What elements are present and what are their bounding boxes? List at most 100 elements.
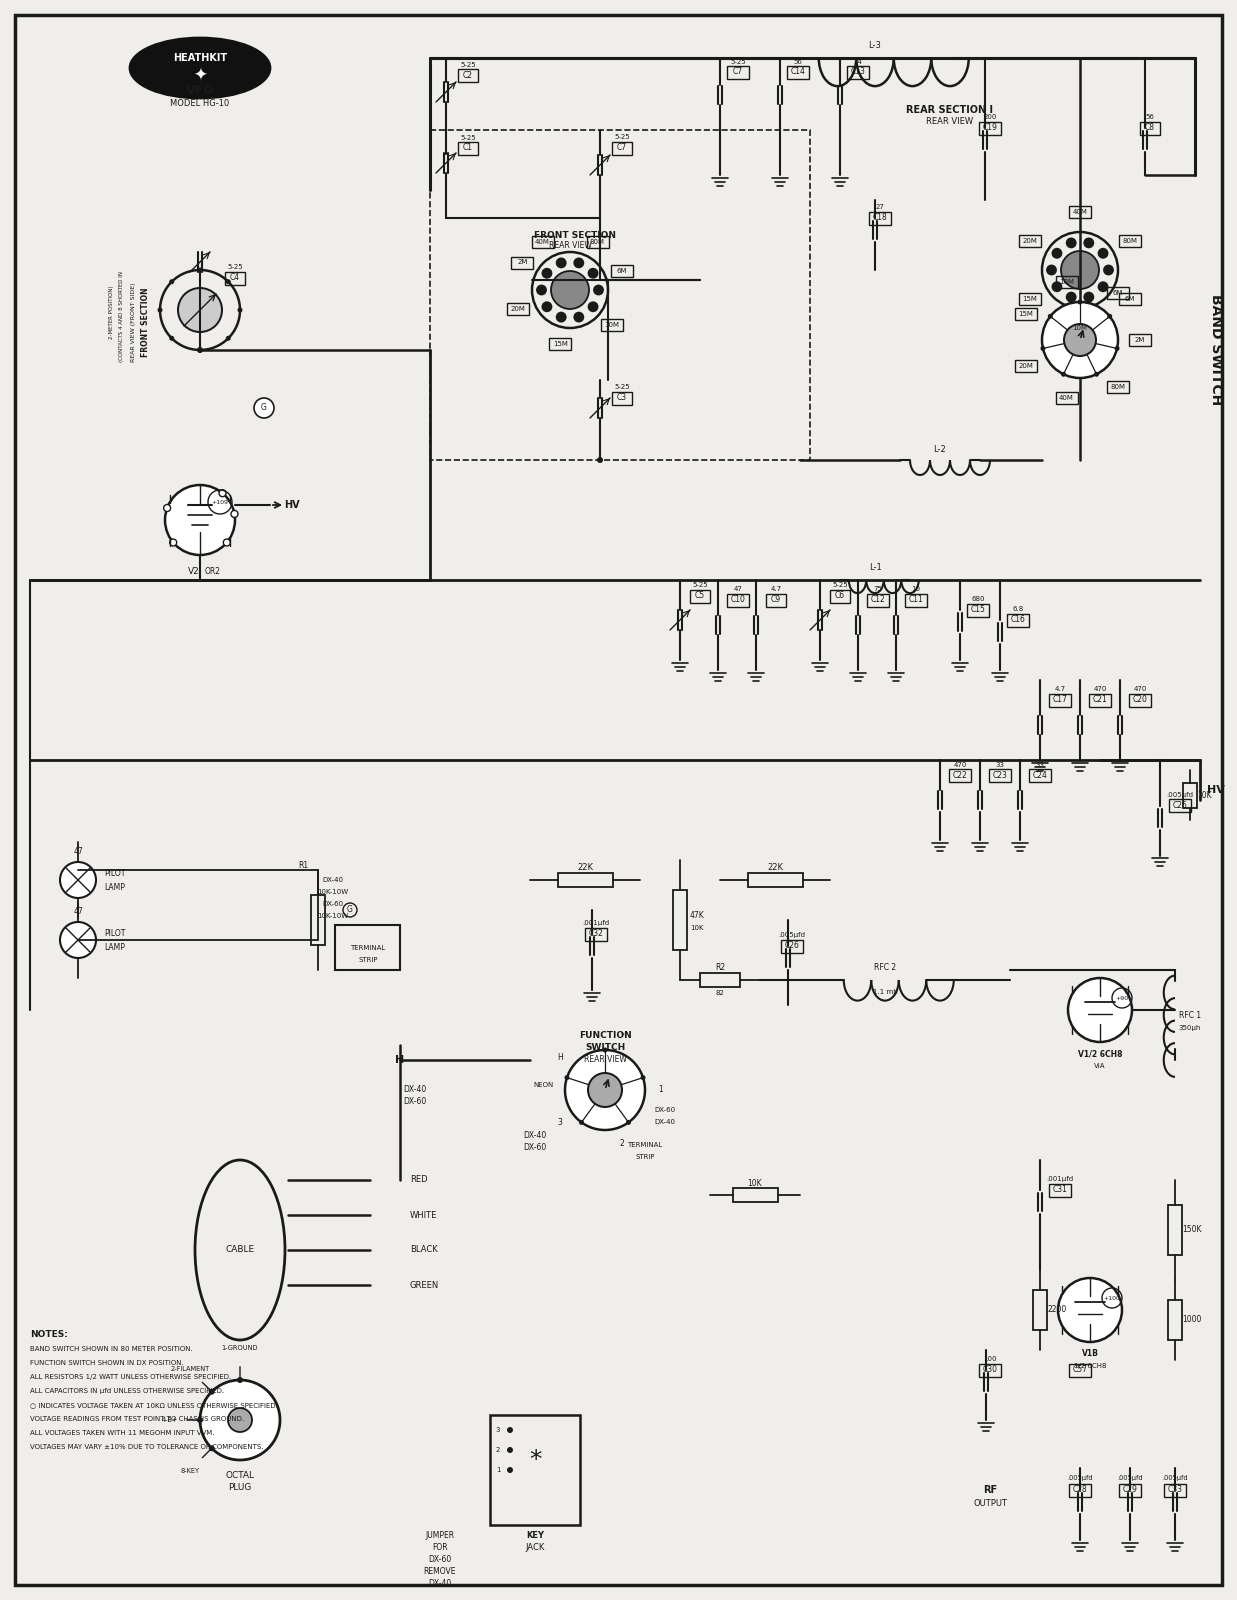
Circle shape (254, 398, 275, 418)
Text: .005μfd: .005μfd (1117, 1475, 1143, 1482)
Bar (905, 594, 927, 606)
Text: .001μfd: .001μfd (583, 920, 610, 926)
Circle shape (1051, 248, 1063, 259)
Circle shape (588, 1074, 622, 1107)
Bar (1141, 122, 1160, 134)
Text: 1/2 6CH8: 1/2 6CH8 (1074, 1363, 1106, 1370)
Bar (870, 211, 891, 224)
Text: 10: 10 (912, 586, 920, 592)
Bar (766, 594, 785, 606)
Bar (1049, 1184, 1071, 1197)
Circle shape (61, 922, 96, 958)
Text: PLUG: PLUG (229, 1483, 251, 1491)
Circle shape (219, 490, 226, 496)
Text: OUTPUT: OUTPUT (974, 1499, 1007, 1509)
Bar (1107, 381, 1128, 392)
Text: 40M: 40M (536, 240, 550, 245)
Text: C29: C29 (1122, 1485, 1138, 1494)
Text: 10K-10W: 10K-10W (318, 890, 349, 894)
Text: VIA: VIA (1095, 1062, 1106, 1069)
Text: BLACK: BLACK (409, 1245, 438, 1254)
Text: TERMINAL: TERMINAL (627, 1142, 663, 1149)
Text: C25: C25 (1173, 800, 1188, 810)
Bar (601, 320, 623, 331)
Circle shape (226, 336, 231, 341)
Text: C14: C14 (790, 67, 805, 77)
Bar (558, 874, 612, 886)
Text: C32: C32 (589, 930, 604, 939)
Text: +109: +109 (212, 499, 229, 504)
Text: 6.8: 6.8 (1012, 606, 1024, 611)
Bar (585, 928, 607, 941)
Text: 80M: 80M (1123, 238, 1138, 243)
Bar (978, 122, 1001, 134)
Text: C20: C20 (1133, 696, 1148, 704)
Text: WHITE: WHITE (409, 1211, 438, 1219)
Circle shape (555, 258, 567, 269)
Circle shape (209, 1445, 215, 1451)
Text: 20M: 20M (511, 306, 526, 312)
Text: C17: C17 (1053, 696, 1068, 704)
Bar (458, 141, 477, 155)
Text: 15M: 15M (1018, 310, 1033, 317)
Text: DX-40: DX-40 (323, 877, 344, 883)
Text: 27: 27 (876, 203, 884, 210)
Bar (787, 66, 809, 78)
Text: VOLTAGES MAY VARY ±10% DUE TO TOLERANCE OF COMPONENTS.: VOLTAGES MAY VARY ±10% DUE TO TOLERANCE … (30, 1443, 263, 1450)
Circle shape (565, 1050, 644, 1130)
Text: (CONTACTS 4 AND 8 SHORTED IN: (CONTACTS 4 AND 8 SHORTED IN (120, 270, 125, 362)
Text: BAND SWITCH SHOWN IN 80 METER POSITION.: BAND SWITCH SHOWN IN 80 METER POSITION. (30, 1346, 193, 1352)
Bar (612, 392, 632, 405)
Text: 22K: 22K (576, 864, 593, 872)
Text: C24: C24 (1033, 771, 1048, 779)
Text: ALL CAPACITORS IN μfd UNLESS OTHERWISE SPECIFIED.: ALL CAPACITORS IN μfd UNLESS OTHERWISE S… (30, 1387, 224, 1394)
Circle shape (1097, 248, 1108, 259)
Text: ✦: ✦ (193, 67, 207, 85)
Bar (549, 338, 571, 350)
Text: C23: C23 (992, 771, 1007, 779)
Bar (1055, 392, 1077, 405)
Text: 1: 1 (658, 1085, 663, 1094)
Text: 5-25: 5-25 (460, 134, 476, 141)
Circle shape (209, 1389, 215, 1395)
Text: 82: 82 (715, 990, 725, 995)
Circle shape (588, 267, 599, 278)
Circle shape (1084, 291, 1095, 302)
Circle shape (1066, 291, 1076, 302)
Text: RED: RED (409, 1176, 428, 1184)
Bar (611, 266, 632, 277)
Text: OCTAL: OCTAL (225, 1470, 255, 1480)
Text: 5-25: 5-25 (730, 59, 746, 66)
Text: *: * (621, 1032, 625, 1042)
Bar (612, 141, 632, 155)
Circle shape (178, 288, 221, 333)
Text: 4.7: 4.7 (1054, 686, 1065, 691)
Text: REAR VIEW: REAR VIEW (927, 117, 974, 126)
Bar (1069, 1483, 1091, 1496)
Text: 2-FILAMENT: 2-FILAMENT (171, 1366, 210, 1373)
Text: C13: C13 (851, 67, 866, 77)
Text: .005μfd: .005μfd (1166, 792, 1194, 798)
Text: 15M: 15M (553, 341, 568, 347)
Ellipse shape (130, 38, 270, 98)
Bar (532, 237, 553, 248)
Text: C9: C9 (771, 595, 781, 605)
Text: 15M: 15M (1022, 296, 1037, 302)
Text: C31: C31 (1053, 1186, 1068, 1195)
Text: 680: 680 (971, 595, 985, 602)
Text: 2-METER POSITION): 2-METER POSITION) (110, 285, 115, 339)
Circle shape (542, 301, 553, 312)
Text: 5-25: 5-25 (693, 582, 708, 587)
Text: 5-25: 5-25 (615, 134, 630, 141)
Text: FUNCTION: FUNCTION (579, 1032, 631, 1040)
Text: 8-KEY: 8-KEY (181, 1467, 200, 1474)
Bar (1033, 1290, 1047, 1330)
Bar (1168, 1205, 1183, 1254)
Bar (727, 594, 748, 606)
Text: 10M: 10M (1072, 325, 1087, 331)
Text: C2: C2 (463, 70, 473, 80)
Text: +90: +90 (1116, 995, 1128, 1000)
Bar (1069, 322, 1091, 334)
Text: C12: C12 (871, 595, 886, 605)
Text: C4: C4 (230, 274, 240, 283)
